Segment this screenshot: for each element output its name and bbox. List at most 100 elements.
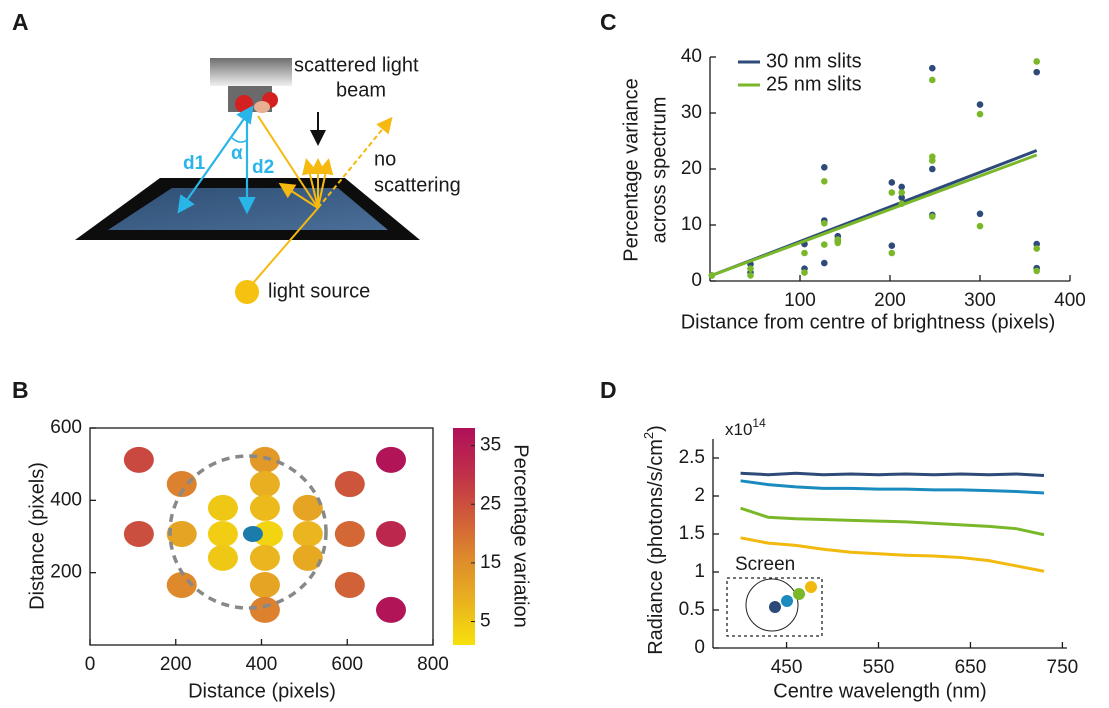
point (834, 239, 842, 247)
legend-label: 30 nm slits (766, 50, 862, 72)
colorbar-tick-label: 5 (480, 611, 491, 632)
y-axis-label: Percentage variance (620, 78, 642, 261)
no-scattering-label: scattering (374, 174, 461, 196)
x-tick-label: 450 (771, 657, 803, 678)
panel-letter: C (600, 9, 617, 35)
x-axis-label: Distance (pixels) (188, 680, 336, 702)
point (898, 200, 905, 208)
point (821, 178, 828, 185)
x-tick-label: 200 (874, 290, 906, 311)
point (747, 272, 754, 279)
x-axis-label: Centre wavelength (nm) (773, 680, 986, 702)
point (375, 446, 406, 473)
point (898, 189, 905, 196)
x-tick-label: 400 (246, 654, 278, 675)
multiplier-base: x10 (725, 420, 752, 439)
scattered-ray (257, 115, 319, 209)
x-tick-label: 750 (1047, 657, 1079, 678)
panel-letter: A (12, 9, 29, 35)
point (1033, 68, 1040, 76)
y-axis-label: across spectrum (648, 97, 670, 244)
point (166, 471, 197, 498)
angle-label: α (231, 143, 243, 164)
point (249, 571, 280, 598)
point (929, 157, 936, 164)
point (976, 210, 984, 218)
y-tick-label: 2.5 (679, 447, 705, 468)
x-tick-label: 300 (964, 290, 996, 311)
point (708, 272, 716, 279)
panel-letter: B (12, 377, 29, 403)
y-tick-label: 600 (50, 417, 82, 438)
y-axis-label-text: Radiance (photons/s/cm (645, 439, 667, 655)
panel: C 100 200 300 400 0 10 20 30 40 Distance from cent… (600, 9, 1086, 333)
point (334, 520, 365, 547)
point (821, 164, 828, 171)
point (1033, 267, 1040, 275)
y-tick-label: 10 (681, 214, 702, 235)
inset-dot (793, 588, 805, 600)
y-tick-label: 1 (694, 561, 705, 582)
y-axis-label: Radiance (photons/s/cm2) (641, 425, 667, 655)
d1-label: d1 (183, 153, 206, 174)
point (249, 446, 280, 473)
point (888, 179, 896, 186)
d1-arrow (177, 105, 254, 214)
y-tick-label: 40 (681, 46, 702, 67)
point (207, 544, 238, 571)
inset (726, 577, 823, 637)
point (123, 446, 154, 473)
y-axis-label: Distance (pixels) (26, 462, 48, 610)
x-tick-label: 0 (85, 654, 96, 675)
inset-dot (781, 595, 793, 607)
point (249, 494, 280, 521)
point (375, 596, 406, 623)
point (1033, 58, 1040, 65)
point (375, 520, 406, 547)
point (821, 259, 828, 267)
x-axis-label: Distance from centre of brightness (pixe… (681, 311, 1056, 333)
point (747, 265, 754, 272)
point (249, 596, 280, 623)
reflected-ray (317, 116, 393, 209)
point (976, 101, 984, 108)
point (334, 471, 365, 498)
x-tick-label: 400 (1054, 290, 1086, 311)
y-tick-label: 200 (50, 562, 82, 583)
scattered-ray (278, 182, 319, 209)
axis-multiplier: x1014 (725, 416, 766, 439)
point (292, 520, 323, 547)
inset-circle (745, 578, 799, 632)
panel: B 0 200 400 600 800 200 400 600 Distance (pixels)… (12, 377, 532, 702)
y-axis-label-end: ) (645, 425, 667, 432)
point (821, 220, 828, 227)
inset-frame (726, 577, 823, 637)
legend-label: 25 nm slits (766, 73, 862, 95)
eye (235, 95, 253, 113)
point (976, 222, 984, 230)
inset-label: Screen (735, 554, 795, 575)
point (888, 242, 896, 250)
y-tick-label: 0 (694, 637, 705, 658)
incoming-ray (246, 207, 319, 291)
point (888, 189, 896, 196)
y-tick-label: 30 (681, 102, 702, 123)
y-tick-label: 20 (681, 158, 702, 179)
point (252, 520, 283, 547)
point (207, 494, 238, 521)
d2-label: d2 (252, 157, 274, 178)
point (898, 183, 905, 191)
inset-dot (769, 601, 781, 613)
point (292, 494, 323, 521)
line (740, 506, 1045, 537)
y-tick-label: 0.5 (679, 599, 705, 620)
angle-arc (231, 137, 248, 143)
colorbar-tick-label: 35 (480, 435, 501, 456)
multiplier-exponent: 14 (752, 416, 766, 430)
x-tick-label: 800 (417, 654, 449, 675)
centre-marker (242, 525, 263, 542)
panel-letter: D (600, 377, 617, 403)
x-tick-label: 650 (955, 657, 987, 678)
point (929, 76, 936, 84)
